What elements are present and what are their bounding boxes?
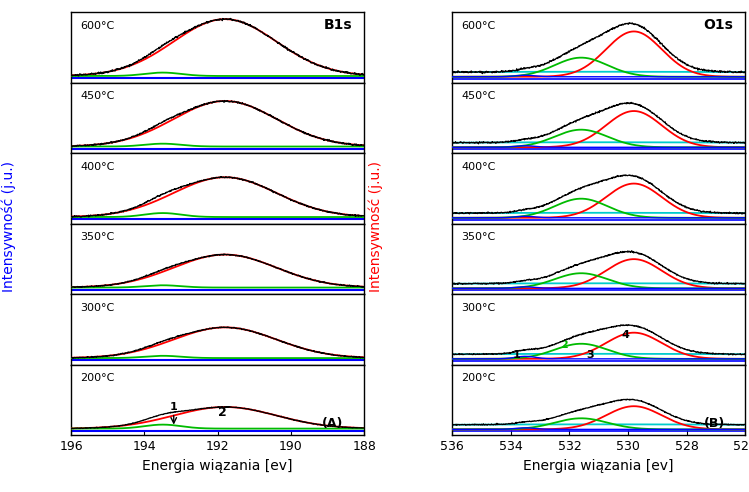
- Text: 400°C: 400°C: [461, 162, 495, 172]
- Text: (A): (A): [322, 417, 344, 430]
- Text: B1s: B1s: [324, 18, 353, 32]
- Text: 200°C: 200°C: [461, 373, 495, 383]
- Text: 300°C: 300°C: [461, 303, 495, 313]
- Text: 4: 4: [621, 330, 629, 339]
- Text: 450°C: 450°C: [80, 92, 115, 101]
- Text: 350°C: 350°C: [80, 232, 114, 243]
- Text: Intensywność (j.u.): Intensywność (j.u.): [369, 161, 383, 292]
- Text: 300°C: 300°C: [80, 303, 114, 313]
- X-axis label: Energia wiązania [ev]: Energia wiązania [ev]: [142, 459, 293, 473]
- Text: 600°C: 600°C: [461, 21, 495, 31]
- Text: 400°C: 400°C: [80, 162, 115, 172]
- Text: 1: 1: [170, 401, 178, 411]
- Text: Intensywność (j.u.): Intensywność (j.u.): [1, 161, 16, 292]
- Text: 200°C: 200°C: [80, 373, 115, 383]
- Text: 2: 2: [218, 406, 226, 419]
- Text: 600°C: 600°C: [80, 21, 114, 31]
- Text: (B): (B): [703, 417, 725, 430]
- X-axis label: Energia wiązania [ev]: Energia wiązania [ev]: [524, 459, 674, 473]
- Text: O1s: O1s: [703, 18, 733, 32]
- Text: 2: 2: [560, 340, 568, 350]
- Text: 450°C: 450°C: [461, 92, 495, 101]
- Text: 1: 1: [513, 350, 521, 360]
- Text: 3: 3: [586, 350, 594, 360]
- Text: 350°C: 350°C: [461, 232, 495, 243]
